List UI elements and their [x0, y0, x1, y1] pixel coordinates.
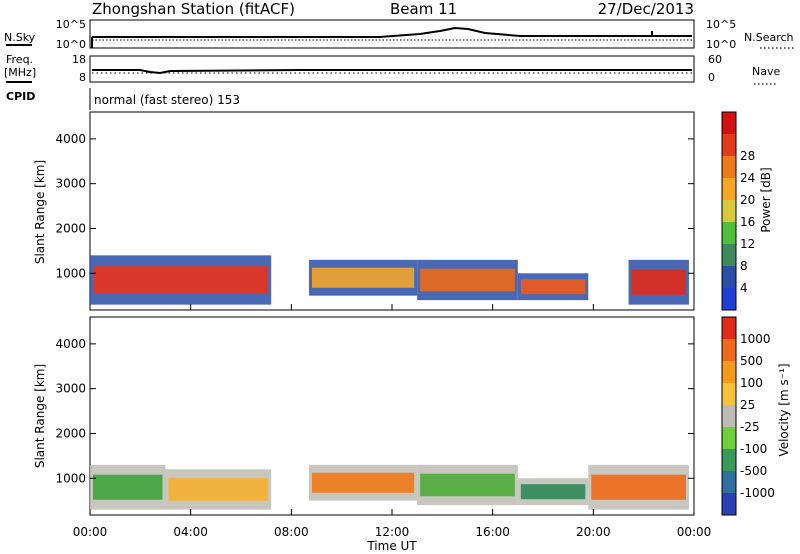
colorbar-tick-label: -500	[740, 464, 767, 478]
colorbar-tick-label: 500	[740, 354, 763, 368]
colorbar-tick-label: 25	[740, 398, 755, 412]
colorbar-segment	[722, 471, 736, 493]
y-tick-label: 3000	[55, 177, 86, 191]
colorbar-segment	[722, 339, 736, 361]
x-axis-label: Time UT	[366, 539, 417, 553]
y-tick-label: 4000	[55, 132, 86, 146]
colorbar-segment	[722, 244, 736, 266]
power-echo-core	[93, 266, 269, 294]
station-title: Zhongshan Station (fitACF)	[92, 0, 295, 18]
power-colorbar-label: Power [dB]	[759, 167, 773, 232]
time-x-ticks: 00:00 04:00 08:00 12:00 16:00 20:00 00:00	[73, 304, 712, 539]
colorbar-tick-label: -100	[740, 442, 767, 456]
x-tick-label: 20:00	[576, 525, 611, 539]
colorbar-segment	[722, 449, 736, 471]
colorbar-segment	[722, 222, 736, 244]
y-tick-label: 1000	[55, 471, 86, 485]
date-label: 27/Dec/2013	[598, 0, 694, 18]
freq-label-line2: [MHz]	[4, 66, 36, 79]
colorbar-segment	[722, 361, 736, 383]
colorbar-tick-label: 16	[740, 215, 755, 229]
power-colorbar: 4 8 12 16 20 24 28	[721, 111, 755, 311]
colorbar-segment	[722, 178, 736, 200]
cpid-value: normal (fast stereo) 153	[94, 93, 240, 107]
colorbar-segment	[722, 383, 736, 405]
velocity-echo-core	[93, 474, 163, 500]
power-echo-core	[311, 267, 415, 288]
colorbar-tick-label: -25	[740, 420, 760, 434]
x-tick-label: 04:00	[173, 525, 208, 539]
y-tick-label: 1000	[55, 266, 86, 280]
nave-tick-top: 60	[708, 53, 722, 66]
nave-tick-bottom: 0	[708, 71, 715, 84]
x-tick-label: 12:00	[375, 525, 410, 539]
x-tick-label: 00:00	[73, 525, 108, 539]
nsearch-label: N.Search	[744, 31, 794, 44]
power-echo-core	[520, 279, 586, 295]
nave-label: Nave	[752, 65, 780, 78]
colorbar-tick-label: 12	[740, 237, 755, 251]
velocity-colorbar-label: Velocity [m s⁻¹]	[777, 363, 791, 456]
colorbar-segment	[722, 427, 736, 449]
colorbar-segment	[722, 317, 736, 339]
colorbar-frame	[721, 111, 737, 311]
freq-label-line1: Freq.	[6, 53, 33, 66]
power-y-ticks: 1000 2000 3000 4000	[55, 132, 694, 280]
colorbar-tick-label: -1000	[740, 486, 775, 500]
colorbar-tick-label: 28	[740, 149, 755, 163]
colorbar-segment	[722, 134, 736, 156]
colorbar-segment	[722, 288, 736, 310]
nsky-trace	[92, 26, 692, 38]
nsky-label: N.Sky	[4, 31, 36, 44]
cpid-label: CPID	[6, 90, 35, 103]
colorbar-segment	[722, 112, 736, 134]
colorbar-tick-label: 20	[740, 193, 755, 207]
velocity-colorbar: 1000 500 100 25 -25 -100 -500 -1000	[721, 316, 775, 516]
x-tick-label: 16:00	[475, 525, 510, 539]
colorbar-segment	[722, 200, 736, 222]
colorbar-segment	[722, 405, 736, 427]
velocity-echo-core	[520, 484, 586, 500]
colorbar-segment	[722, 493, 736, 515]
power-echo-core	[631, 269, 686, 295]
noise-tick-left-top: 10^5	[56, 18, 86, 31]
velocity-echo-core	[168, 478, 269, 501]
beam-label: Beam 11	[390, 0, 457, 18]
freq-tick-top: 18	[72, 53, 86, 66]
power-echo-core	[420, 268, 515, 292]
colorbar-frame	[721, 316, 737, 516]
colorbar-tick-label: 1000	[740, 332, 771, 346]
velocity-echo-core	[311, 472, 415, 493]
power-echo-regions	[90, 255, 689, 305]
velocity-echo-core	[591, 474, 686, 500]
noise-tick-left-bottom: 10^0	[56, 38, 86, 51]
colorbar-tick-label: 24	[740, 171, 755, 185]
velocity-ylabel: Slant Range [km]	[33, 364, 47, 468]
power-ylabel: Slant Range [km]	[33, 160, 47, 264]
y-tick-label: 2000	[55, 221, 86, 235]
noise-panel	[89, 19, 695, 49]
y-tick-label: 3000	[55, 382, 86, 396]
velocity-echo-core	[420, 473, 515, 497]
velocity-panel: 1000 2000 3000 4000 Slant Range [km] 1000 50…	[33, 316, 791, 516]
freq-tick-bottom: 8	[79, 71, 86, 84]
noise-tick-right-bottom: 10^0	[706, 38, 736, 51]
colorbar-tick-label: 100	[740, 376, 763, 390]
velocity-echo-regions	[90, 464, 689, 510]
power-panel: 1000 2000 3000 4000 Slant Range [km] 4 8 12 16…	[33, 111, 773, 311]
y-tick-label: 4000	[55, 337, 86, 351]
noise-tick-right-top: 10^5	[706, 18, 736, 31]
x-tick-label: 08:00	[274, 525, 309, 539]
velocity-y-ticks: 1000 2000 3000 4000	[55, 337, 694, 485]
colorbar-tick-label: 8	[740, 259, 748, 273]
colorbar-tick-label: 4	[740, 281, 748, 295]
colorbar-segment	[722, 156, 736, 178]
y-tick-label: 2000	[55, 426, 86, 440]
colorbar-segment	[722, 266, 736, 288]
freq-panel	[89, 55, 695, 83]
x-tick-label: 00:00	[677, 525, 712, 539]
